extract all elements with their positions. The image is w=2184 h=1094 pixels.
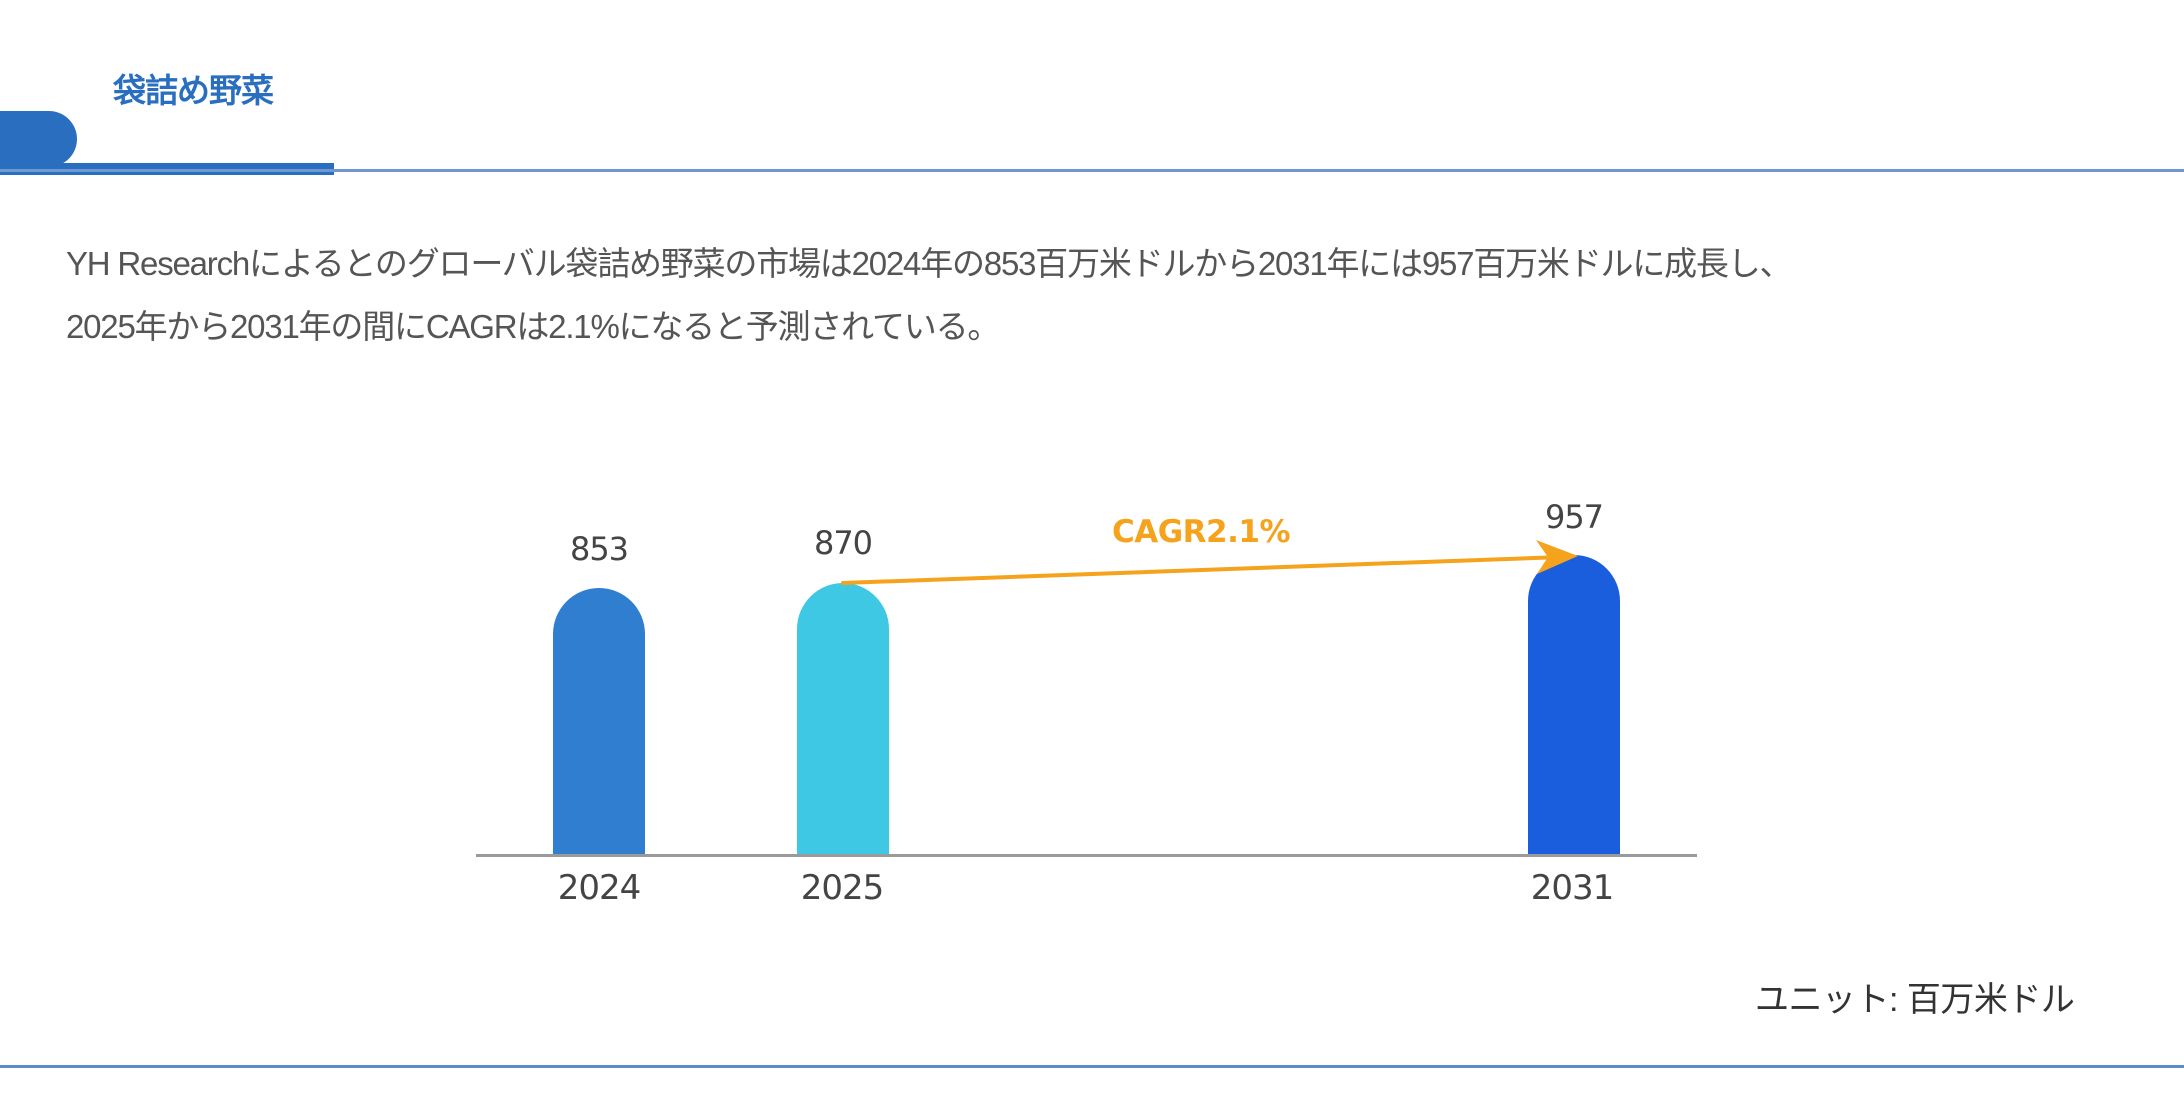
header-tab-decoration	[0, 111, 77, 167]
x-axis-label-2024: 2024	[557, 868, 642, 908]
bar-value-label-2031: 957	[1544, 498, 1604, 536]
unit-label: ユニット: 百万米ドル	[1755, 981, 2075, 1019]
bar-2025	[797, 583, 889, 856]
cagr-label: CAGR2.1%	[1112, 514, 1291, 550]
description-line-2: 2025年から2031年の間にCAGRは2.1%になると予測されている。	[66, 308, 1000, 345]
page-title: 袋詰め野菜	[113, 72, 274, 109]
description-line-1: YH Researchによるとのグローバル袋詰め野菜の市場は2024年の853百…	[66, 245, 1793, 282]
x-axis-label-2025: 2025	[800, 868, 885, 908]
x-axis-label-2031: 2031	[1530, 868, 1615, 908]
market-description: YH Researchによるとのグローバル袋詰め野菜の市場は2024年の853百…	[66, 232, 2146, 358]
bar-value-label-2024: 853	[569, 530, 629, 568]
footer-divider	[0, 1065, 2184, 1068]
bar-2024	[553, 588, 645, 856]
bar-value-label-2025: 870	[813, 524, 873, 562]
header-divider	[0, 169, 2184, 172]
bar-2031	[1528, 555, 1620, 856]
x-axis-line	[476, 854, 1697, 857]
